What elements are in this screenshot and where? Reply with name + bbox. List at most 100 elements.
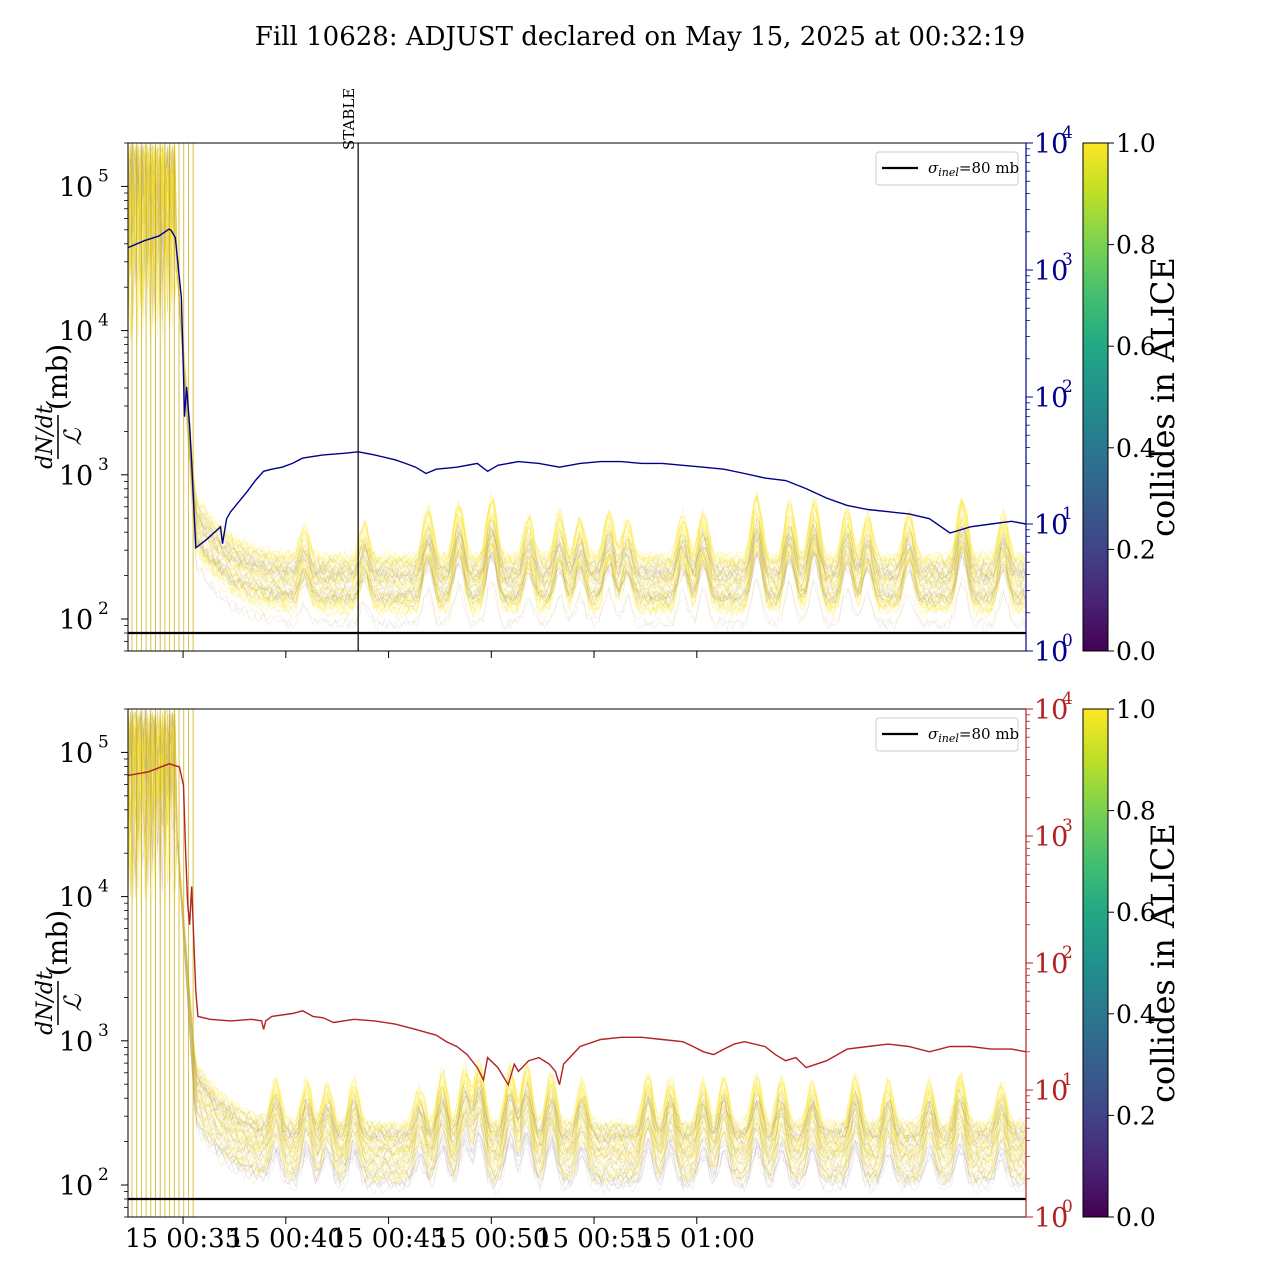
top-bunch-trace: [128, 144, 1026, 609]
bottom-bunch-trace: [128, 710, 1026, 1175]
bottom-bunch-trace: [128, 711, 1026, 1138]
top-secondary-line: [128, 228, 1026, 550]
bottom-bunch-trace: [128, 712, 1026, 1139]
bottom-bunch-trace: [128, 714, 1026, 1167]
bottom-ylabel: dN/dt ℒ (mb): [33, 910, 87, 1035]
bottom-colorbar-gradient: [1082, 708, 1109, 1218]
top-bunch-trace: [128, 146, 1026, 605]
top-colorbar-tick-label: 0.0: [1116, 637, 1156, 666]
bottom-bunch-trace: [128, 715, 1026, 1146]
bottom-right-tick-exp: 4: [1062, 689, 1073, 709]
top-traces: [128, 143, 1026, 651]
bottom-bunch-trace: [128, 718, 1026, 1155]
bottom-right-tick-label: 10: [1034, 822, 1068, 853]
top-bunch-trace: [128, 143, 1026, 605]
top-bunch-trace: [128, 144, 1026, 578]
top-ylabel: dN/dt ℒ (mb): [33, 344, 87, 469]
top-bunch-trace: [128, 146, 1026, 601]
top-bunch-trace: [128, 144, 1026, 613]
bottom-legend-label: σinel=80 mb: [928, 725, 1019, 745]
top-right-tick-exp: 0: [1062, 631, 1073, 651]
top-right-tick-exp: 3: [1062, 250, 1073, 270]
top-bunch-trace: [128, 144, 1026, 606]
bottom-bunch-trace: [128, 718, 1026, 1163]
bottom-bunch-trace: [128, 717, 1026, 1144]
top-bunch-trace: [128, 144, 1026, 569]
bottom-legend: σinel=80 mb: [875, 717, 1019, 752]
bottom-bunch-trace: [128, 713, 1026, 1144]
bottom-ytick-label: 10: [59, 1171, 93, 1202]
top-bunch-trace: [128, 144, 1026, 586]
top-bunch-trace: [128, 144, 1026, 595]
top-right-tick-exp: 1: [1062, 504, 1073, 524]
xtick-label: 15 00:45: [330, 1224, 446, 1254]
bottom-bunch-trace: [128, 714, 1026, 1187]
top-bunch-trace: [128, 144, 1026, 577]
top-bunch-trace: [128, 143, 1026, 604]
bottom-bunch-trace: [128, 712, 1026, 1136]
bottom-colorbar-ticks: 0.0 0.2 0.4 0.6 0.8 1.0: [1108, 695, 1156, 1232]
top-colorbar-tick-label: 0.8: [1116, 231, 1156, 260]
figure-title: Fill 10628: ADJUST declared on May 15, 2…: [255, 22, 1025, 52]
top-right-tick-label: 10: [1034, 510, 1068, 541]
top-bunch-trace: [128, 145, 1026, 580]
top-bunch-trace: [128, 147, 1026, 602]
top-bunch-trace: [128, 143, 1026, 603]
bottom-bunch-trace: [128, 710, 1026, 1142]
xtick-label: 15 00:55: [536, 1224, 652, 1254]
top-ytick-label: 10: [59, 605, 93, 636]
top-bunch-trace: [128, 143, 1026, 587]
bottom-right-tick-exp: 0: [1062, 1197, 1073, 1217]
top-bunch-trace: [128, 153, 1026, 591]
top-bunch-trace: [128, 148, 1026, 632]
top-bunch-trace: [128, 144, 1026, 590]
top-ylabel-unit: (mb): [41, 344, 74, 410]
bottom-bunch-trace: [128, 711, 1026, 1132]
top-bunch-trace: [128, 143, 1026, 583]
top-right-tick-label: 10: [1034, 256, 1068, 287]
top-bunch-trace: [128, 146, 1026, 584]
top-ytick-exp: 2: [98, 599, 109, 619]
bottom-bunch-trace: [128, 713, 1026, 1157]
bottom-bunch-trace: [128, 712, 1026, 1153]
top-bunch-trace: [128, 144, 1026, 577]
bottom-bunch-trace: [128, 710, 1026, 1149]
top-bunch-trace: [128, 146, 1026, 618]
bottom-ytick-exp: 2: [98, 1165, 109, 1185]
bottom-bunch-trace: [128, 714, 1026, 1175]
bottom-colorbar-tick-label: 1.0: [1116, 695, 1156, 724]
bottom-bunch-trace: [128, 711, 1026, 1190]
top-bunch-trace: [128, 147, 1026, 573]
top-bunch-trace: [128, 144, 1026, 584]
top-legend-box: [875, 151, 1019, 186]
top-bunch-trace: [128, 143, 1026, 621]
top-bunch-trace: [128, 144, 1026, 570]
top-bunch-trace: [128, 144, 1026, 602]
bottom-bunch-trace: [128, 710, 1026, 1142]
bottom-bunch-trace: [128, 717, 1026, 1147]
top-colorbar-tick-label: 0.2: [1116, 535, 1156, 564]
top-colorbar-tick-label: 0.6: [1116, 332, 1156, 361]
top-bunch-trace: [128, 144, 1026, 567]
bottom-legend-value: =80 mb: [959, 725, 1019, 743]
top-legend-value: =80 mb: [959, 159, 1019, 177]
xtick-label: 15 00:40: [228, 1224, 344, 1254]
bottom-legend-box: [875, 717, 1019, 752]
bottom-bunch-trace: [128, 710, 1026, 1157]
bottom-ytick-exp: 5: [98, 732, 109, 752]
bottom-bunch-trace: [128, 711, 1026, 1144]
top-bunch-trace: [128, 149, 1026, 590]
xtick-label: 15 01:00: [639, 1224, 755, 1254]
top-bunch-trace: [128, 144, 1026, 607]
bottom-bunch-trace: [128, 714, 1026, 1138]
bottom-bunch-trace: [128, 713, 1026, 1165]
top-bunch-trace: [128, 147, 1026, 572]
bottom-ytick-exp: 4: [98, 877, 109, 897]
top-bunch-trace: [128, 144, 1026, 571]
top-bunch-trace: [128, 148, 1026, 613]
top-ylabel-num: dN/dt: [33, 405, 58, 469]
top-bunch-trace: [128, 145, 1026, 565]
